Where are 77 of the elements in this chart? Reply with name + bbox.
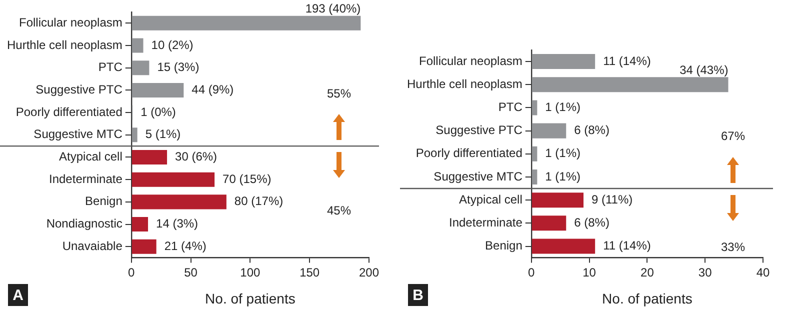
y-tick-label: PTC — [498, 100, 523, 114]
y-tick-label: Suggestive MTC — [34, 127, 123, 142]
y-tick-label: Unavaiable — [62, 238, 123, 253]
annotation: 55% — [326, 86, 352, 100]
data-label: 80 (17%) — [234, 194, 284, 208]
bar — [132, 16, 361, 30]
y-tick-label: Suggestive MTC — [434, 169, 523, 184]
bar — [132, 38, 144, 53]
x-axis-title: No. of patients — [602, 290, 692, 306]
y-tick-label: Suggestive PTC — [436, 123, 523, 138]
x-axis-title: No. of patients — [205, 290, 296, 306]
bar — [132, 82, 184, 98]
bar — [532, 54, 596, 70]
data-label: 34 (43%) — [680, 62, 728, 77]
data-label: 11 (14%) — [603, 54, 651, 68]
data-label: 21 (4%) — [164, 238, 206, 253]
data-label: 1 (1%) — [545, 100, 581, 114]
y-tick-label: Poorly differentiated — [416, 146, 522, 160]
bar — [132, 150, 168, 165]
y-tick-label: Benign — [485, 238, 522, 253]
x-tick-label: 0 — [528, 265, 536, 280]
bar — [532, 192, 584, 208]
y-tick-label: Indeterminate — [49, 172, 123, 186]
text: B — [408, 284, 428, 306]
data-label: 15 (3%) — [157, 60, 200, 74]
x-tick-label: 0 — [128, 265, 136, 280]
x-tick-label: 200 — [358, 265, 380, 280]
y-tick-label: PTC — [98, 60, 123, 74]
data-label: 6 (8%) — [574, 123, 610, 138]
bar — [532, 146, 538, 162]
y-tick-label: Poorly differentiated — [16, 104, 122, 119]
data-label: 1 (0%) — [140, 104, 176, 119]
data-label: 1 (1%) — [545, 146, 581, 160]
y-tick-label: Suggestive PTC — [36, 82, 123, 97]
bar — [532, 238, 596, 254]
data-label: 11 (14%) — [603, 238, 651, 253]
y-tick-label: Follicular neoplasm — [419, 54, 522, 68]
x-tick-label: 10 — [582, 265, 596, 280]
annotation: 45% — [326, 203, 352, 218]
y-tick-label: Hurthle cell neoplasm — [7, 38, 122, 52]
y-tick-label: Benign — [85, 194, 122, 208]
data-label: 1 (1%) — [545, 169, 581, 184]
data-label: 193 (40%) — [305, 1, 361, 16]
bar — [532, 100, 538, 116]
x-tick-label: 20 — [640, 265, 654, 280]
x-tick-label: 150 — [300, 265, 320, 280]
bar — [132, 194, 226, 210]
data-label: 5 (1%) — [145, 127, 181, 142]
x-tick-label: 30 — [698, 265, 712, 280]
annotation: 67% — [720, 128, 746, 143]
y-tick-label: Nondiagnostic — [46, 216, 122, 231]
x-tick-label: 40 — [756, 265, 770, 280]
y-tick-label: Hurthle cell neoplasm — [407, 76, 522, 91]
y-tick-label: Atypical cell — [459, 192, 522, 206]
bar — [132, 128, 138, 142]
data-label: 6 (8%) — [574, 215, 610, 230]
data-label: 14 (3%) — [156, 216, 198, 231]
data-label: 30 (6%) — [175, 150, 218, 164]
data-label: 10 (2%) — [151, 38, 194, 52]
data-label: 44 (9%) — [192, 82, 234, 97]
bar — [132, 217, 148, 232]
y-tick-label: Atypical cell — [59, 150, 122, 164]
bar — [532, 77, 728, 92]
bar — [132, 60, 150, 76]
bar — [132, 239, 156, 254]
bar — [532, 123, 566, 138]
y-tick-label: Indeterminate — [449, 215, 523, 230]
data-label: 9 (11%) — [592, 192, 633, 206]
bar — [132, 172, 215, 187]
annotation: 33% — [720, 240, 746, 254]
data-label: 70 (15%) — [222, 172, 272, 186]
x-tick-label: 50 — [184, 265, 198, 280]
x-tick-label: 100 — [240, 265, 261, 280]
bar — [532, 169, 538, 184]
text: A — [8, 284, 28, 306]
bar — [532, 216, 566, 231]
y-tick-label: Follicular neoplasm — [19, 15, 122, 30]
